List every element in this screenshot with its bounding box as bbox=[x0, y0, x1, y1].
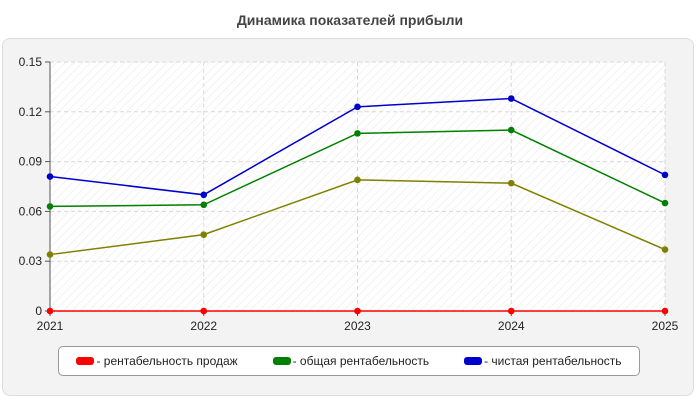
data-point-1-4 bbox=[661, 199, 669, 207]
data-point-3-1 bbox=[200, 231, 208, 238]
chart-legend: - рентабельность продаж - общая рентабель… bbox=[58, 346, 640, 376]
legend-label: - общая рентабельность bbox=[292, 354, 430, 368]
data-point-1-0 bbox=[46, 203, 54, 210]
x-tick-label: 2024 bbox=[498, 319, 525, 333]
y-tick-label: 0.15 bbox=[19, 55, 43, 69]
legend-swatch bbox=[272, 357, 291, 365]
data-point-0-1 bbox=[200, 307, 208, 315]
data-point-0-4 bbox=[661, 307, 669, 315]
data-point-3-2 bbox=[354, 176, 361, 184]
y-tick-label: 0.12 bbox=[19, 105, 43, 119]
data-point-1-3 bbox=[507, 126, 515, 134]
data-point-0-0 bbox=[46, 307, 54, 315]
x-tick-label: 2021 bbox=[37, 319, 64, 333]
legend-swatch bbox=[76, 357, 95, 365]
legend-label: - чистая рентабельность bbox=[484, 354, 622, 368]
data-point-1-1 bbox=[200, 201, 208, 209]
y-tick-label: 0 bbox=[35, 304, 42, 318]
y-tick-label: 0.09 bbox=[19, 155, 43, 169]
legend-item-1: - общая рентабельность bbox=[272, 354, 430, 368]
x-tick-label: 2025 bbox=[652, 319, 679, 333]
legend-item-0: - рентабельность продаж bbox=[76, 354, 238, 368]
data-point-2-4 bbox=[661, 171, 669, 179]
data-point-2-0 bbox=[46, 173, 54, 180]
plot-area bbox=[50, 62, 665, 311]
data-point-3-3 bbox=[507, 179, 515, 187]
y-tick-label: 0.06 bbox=[19, 204, 43, 218]
data-point-2-2 bbox=[354, 103, 361, 111]
legend-label: - рентабельность продаж bbox=[96, 354, 238, 368]
chart-title: Динамика показателей прибыли bbox=[236, 12, 464, 28]
legend-swatch bbox=[464, 357, 483, 365]
data-point-0-3 bbox=[507, 307, 515, 315]
data-point-3-0 bbox=[46, 251, 54, 258]
data-point-3-4 bbox=[661, 246, 669, 253]
data-point-0-2 bbox=[354, 307, 361, 315]
y-tick-label: 0.03 bbox=[19, 254, 43, 268]
data-point-2-1 bbox=[200, 191, 208, 199]
data-point-2-3 bbox=[507, 95, 515, 102]
x-tick-label: 2022 bbox=[190, 319, 217, 333]
x-tick-label: 2023 bbox=[344, 319, 371, 333]
data-point-1-2 bbox=[354, 130, 361, 137]
legend-item-2: - чистая рентабельность bbox=[464, 354, 622, 368]
